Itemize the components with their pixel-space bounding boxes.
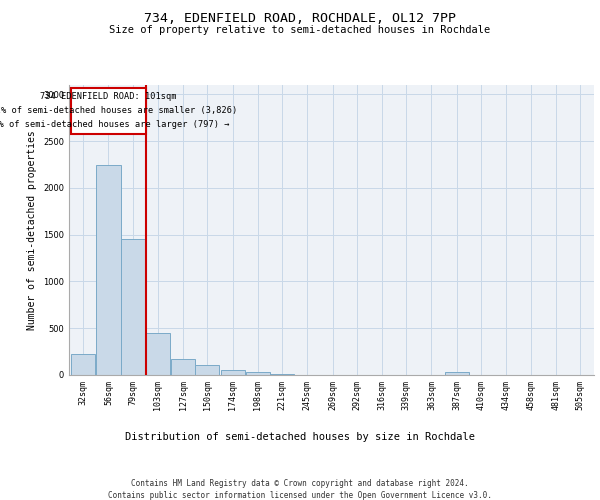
Bar bbox=[270, 374, 294, 375]
FancyBboxPatch shape bbox=[71, 88, 146, 134]
Bar bbox=[221, 370, 245, 375]
Bar bbox=[246, 372, 270, 375]
Text: Contains public sector information licensed under the Open Government Licence v3: Contains public sector information licen… bbox=[108, 491, 492, 500]
Bar bbox=[97, 164, 121, 375]
Bar bbox=[445, 372, 469, 375]
Text: 734, EDENFIELD ROAD, ROCHDALE, OL12 7PP: 734, EDENFIELD ROAD, ROCHDALE, OL12 7PP bbox=[144, 12, 456, 26]
Y-axis label: Number of semi-detached properties: Number of semi-detached properties bbox=[28, 130, 37, 330]
Text: Contains HM Land Registry data © Crown copyright and database right 2024.: Contains HM Land Registry data © Crown c… bbox=[131, 479, 469, 488]
Bar bbox=[121, 240, 145, 375]
Bar bbox=[195, 364, 220, 375]
Bar bbox=[71, 354, 95, 375]
Bar bbox=[146, 333, 170, 375]
Text: Distribution of semi-detached houses by size in Rochdale: Distribution of semi-detached houses by … bbox=[125, 432, 475, 442]
Text: Size of property relative to semi-detached houses in Rochdale: Size of property relative to semi-detach… bbox=[109, 25, 491, 35]
Bar bbox=[171, 358, 195, 375]
Text: 734 EDENFIELD ROAD: 101sqm
← 82% of semi-detached houses are smaller (3,826)
17%: 734 EDENFIELD ROAD: 101sqm ← 82% of semi… bbox=[0, 92, 237, 129]
